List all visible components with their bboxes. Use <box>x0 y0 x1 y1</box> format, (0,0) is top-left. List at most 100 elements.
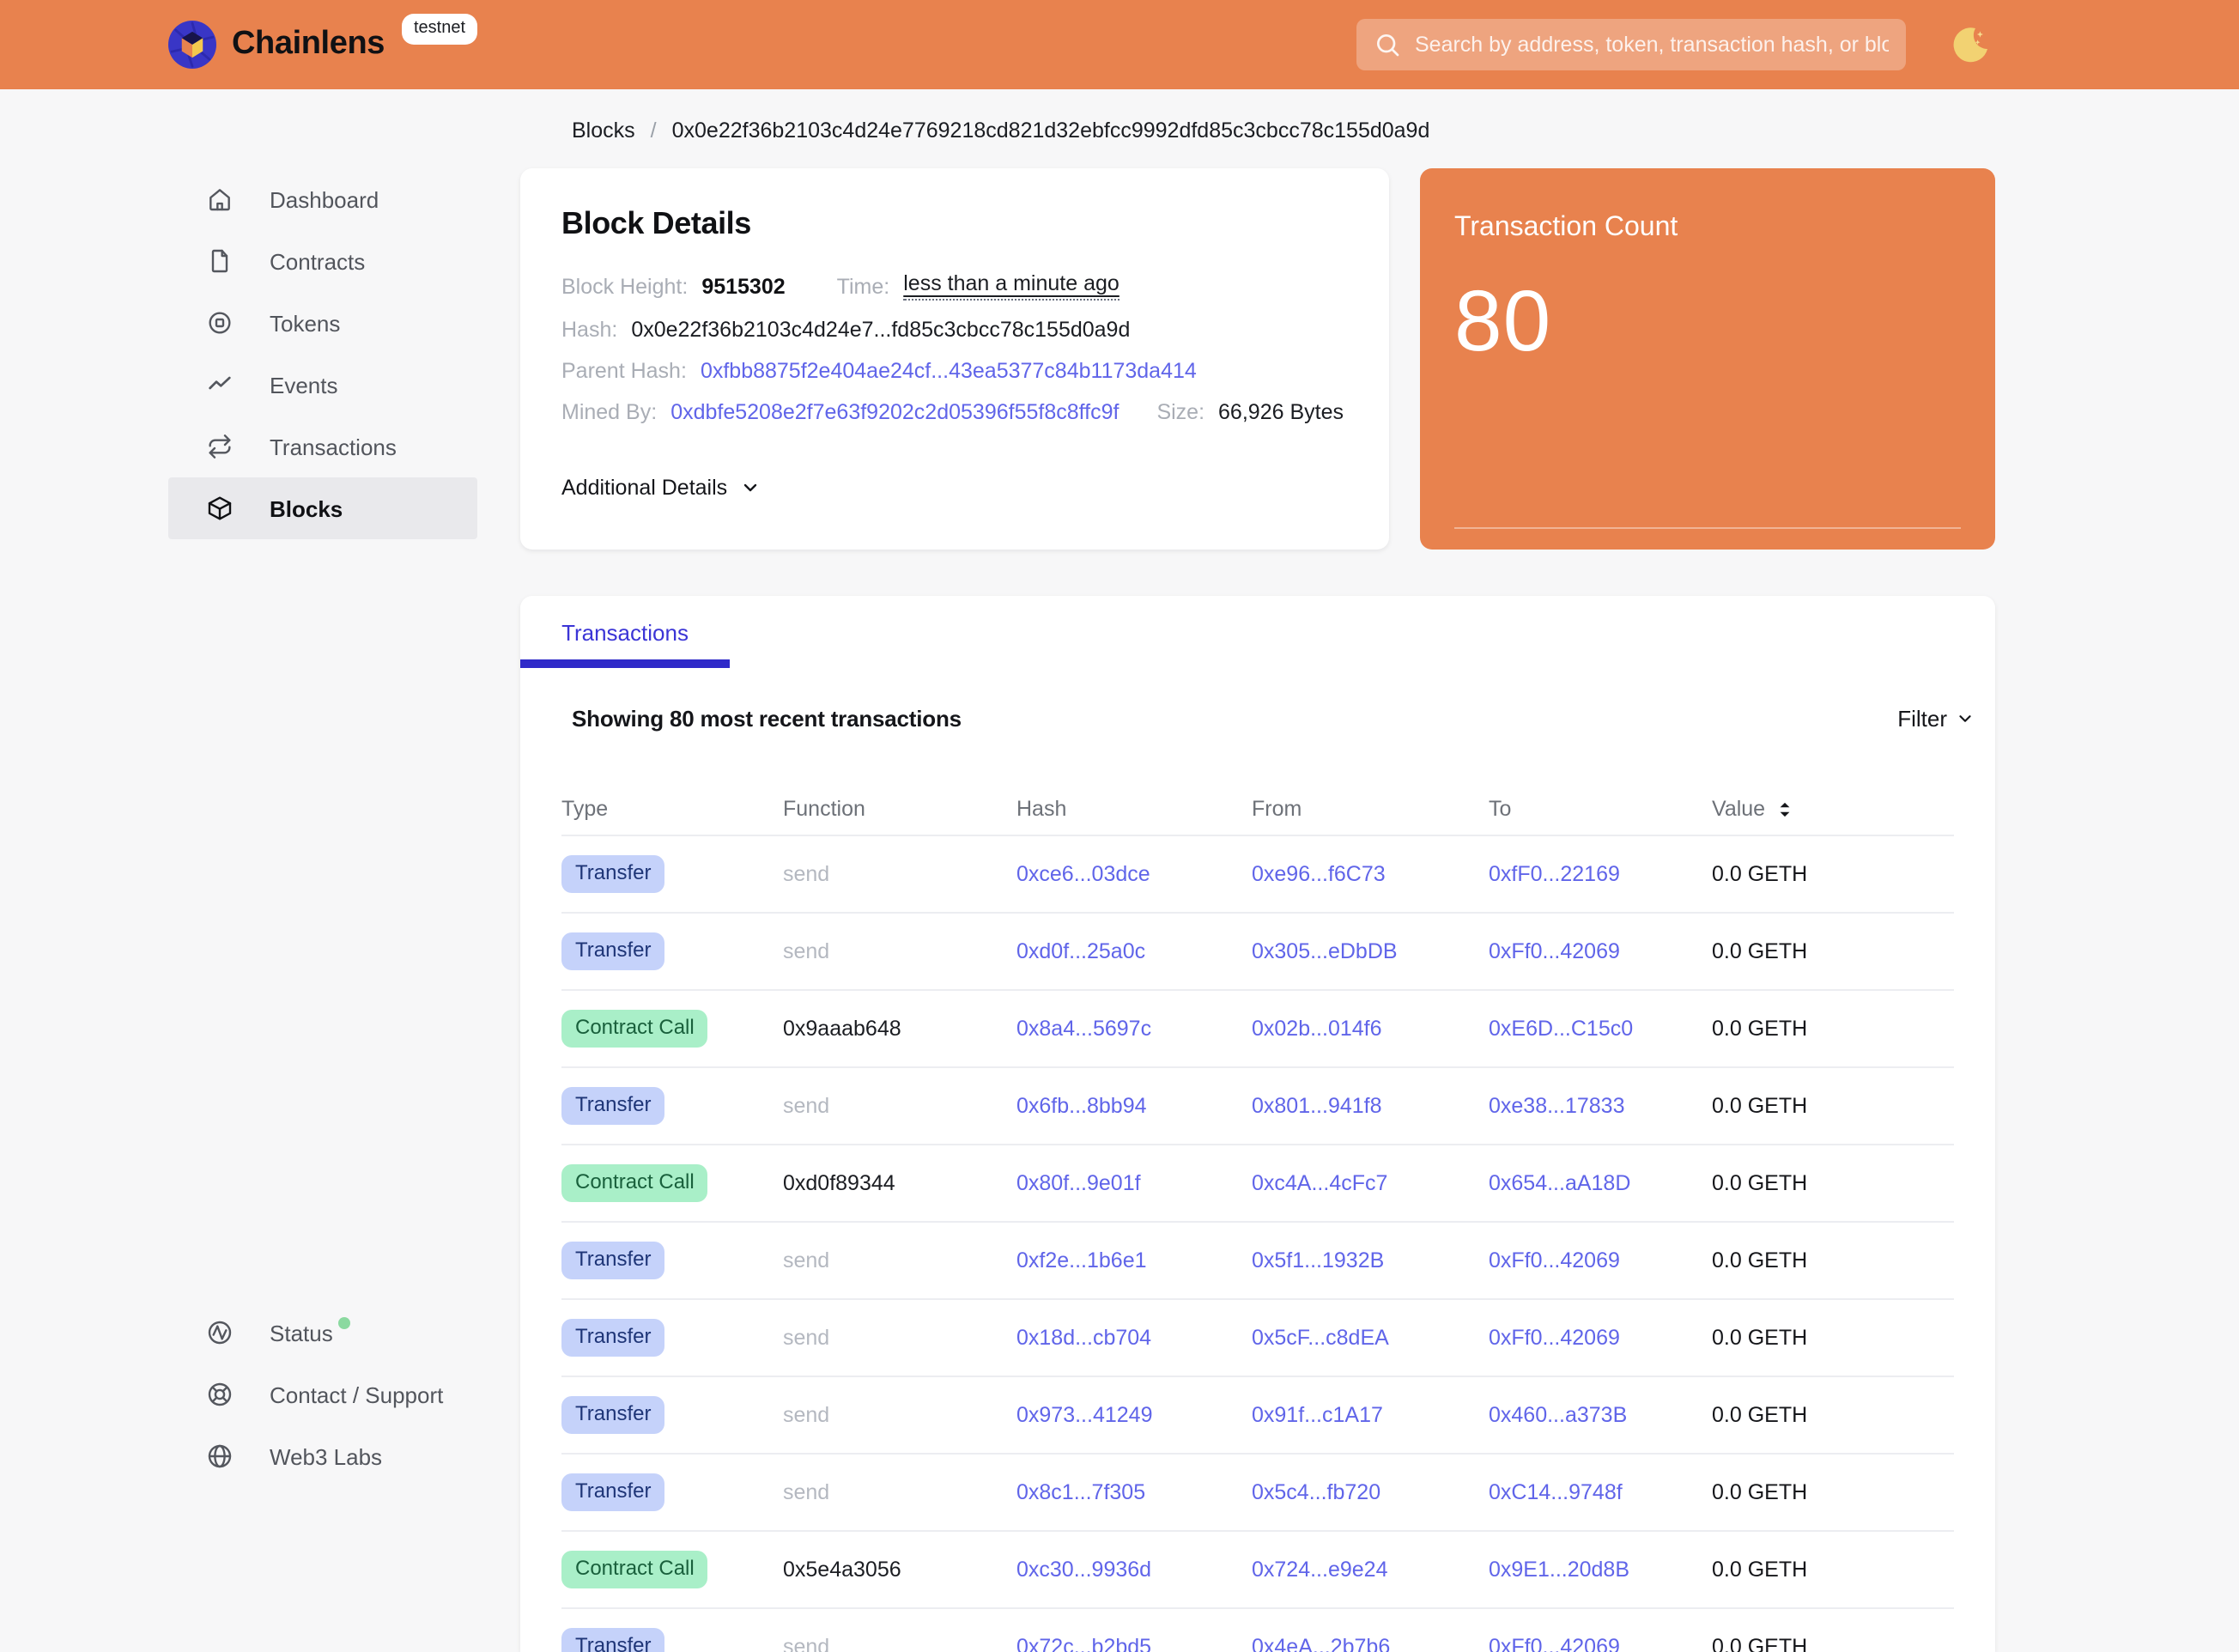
tx-hash-link[interactable]: 0x8c1...7f305 <box>1016 1480 1146 1504</box>
block-height-label: Block Height: <box>561 274 689 298</box>
tx-from-link[interactable]: 0x5c4...fb720 <box>1252 1480 1381 1504</box>
tab-bar: Transactions <box>520 596 1995 668</box>
sidebar-item-label: Blocks <box>270 495 343 521</box>
env-badge: testnet <box>402 14 478 45</box>
sidebar-item-tokens[interactable]: Tokens <box>168 292 477 354</box>
hash-value: 0x0e22f36b2103c4d24e7...fd85c3cbcc78c155… <box>631 318 1131 342</box>
sidebar-item-events[interactable]: Events <box>168 354 477 416</box>
tx-type-badge: Transfer <box>561 1473 665 1511</box>
tx-value: 0.0 GETH <box>1712 1635 1808 1652</box>
tx-to-link[interactable]: 0x460...a373B <box>1489 1403 1628 1427</box>
tx-to-link[interactable]: 0xFf0...42069 <box>1489 1248 1620 1272</box>
tx-from-link[interactable]: 0x724...e9e24 <box>1252 1558 1388 1582</box>
additional-details-toggle[interactable]: Additional Details <box>561 476 1348 500</box>
breadcrumb-current-hash: 0x0e22f36b2103c4d24e7769218cd821d32ebfcc… <box>671 118 1430 143</box>
tx-hash-link[interactable]: 0x18d...cb704 <box>1016 1326 1152 1350</box>
column-header-function: Function <box>783 797 865 821</box>
brand-logo[interactable]: Chainlens <box>168 21 385 69</box>
sidebar-item-blocks[interactable]: Blocks <box>168 477 477 539</box>
tx-type-badge: Transfer <box>561 1396 665 1434</box>
tx-from-link[interactable]: 0xc4A...4cFc7 <box>1252 1171 1388 1195</box>
tx-to-link[interactable]: 0xe38...17833 <box>1489 1094 1625 1118</box>
table-row: Transfer send 0xd0f...25a0c 0x305...eDbD… <box>561 912 1954 989</box>
tx-value: 0.0 GETH <box>1712 1094 1808 1118</box>
chevron-down-icon <box>1959 715 1971 722</box>
active-tab-indicator <box>520 659 730 668</box>
tx-hash-link[interactable]: 0xc30...9936d <box>1016 1558 1152 1582</box>
breadcrumb-blocks-link[interactable]: Blocks <box>572 118 635 143</box>
tx-from-link[interactable]: 0x02b...014f6 <box>1252 1017 1382 1041</box>
transaction-count-value: 80 <box>1454 273 1552 369</box>
tx-from-link[interactable]: 0x5f1...1932B <box>1252 1248 1385 1272</box>
tx-to-link[interactable]: 0xE6D...C15c0 <box>1489 1017 1634 1041</box>
table-row: Contract Call 0x9aaab648 0x8a4...5697c 0… <box>561 989 1954 1066</box>
tx-hash-link[interactable]: 0xf2e...1b6e1 <box>1016 1248 1147 1272</box>
globe-icon <box>206 1442 234 1470</box>
sidebar-item-transactions[interactable]: Transactions <box>168 416 477 477</box>
brand-name: Chainlens <box>232 26 385 62</box>
table-row: Contract Call 0xd0f89344 0x80f...9e01f 0… <box>561 1144 1954 1221</box>
token-icon <box>206 309 234 337</box>
tx-to-link[interactable]: 0xFf0...42069 <box>1489 939 1620 963</box>
home-icon <box>206 185 234 213</box>
tx-to-link[interactable]: 0xFf0...42069 <box>1489 1635 1620 1652</box>
tx-type-badge: Contract Call <box>561 1164 708 1202</box>
sidebar-item-status[interactable]: Status <box>168 1302 477 1364</box>
tx-to-link[interactable]: 0x654...aA18D <box>1489 1171 1631 1195</box>
tx-hash-link[interactable]: 0xd0f...25a0c <box>1016 939 1146 963</box>
tx-function: send <box>783 1326 830 1350</box>
tx-function: 0xd0f89344 <box>783 1171 895 1195</box>
transactions-summary: Showing 80 most recent transactions <box>572 706 962 732</box>
mined-by-label: Mined By: <box>561 400 658 424</box>
tx-function: send <box>783 862 830 886</box>
status-online-dot <box>337 1316 350 1328</box>
breadcrumb: Blocks / 0x0e22f36b2103c4d24e7769218cd82… <box>572 117 1995 144</box>
tab-transactions[interactable]: Transactions <box>561 619 689 645</box>
tx-hash-link[interactable]: 0x973...41249 <box>1016 1403 1153 1427</box>
sidebar-item-label: Dashboard <box>270 186 379 212</box>
tx-from-link[interactable]: 0x5cF...c8dEA <box>1252 1326 1389 1350</box>
column-header-from: From <box>1252 797 1302 821</box>
tx-from-link[interactable]: 0x801...941f8 <box>1252 1094 1382 1118</box>
filter-button[interactable]: Filter <box>1897 706 1975 732</box>
size-label: Size: <box>1156 400 1205 424</box>
tx-hash-link[interactable]: 0x8a4...5697c <box>1016 1017 1152 1041</box>
tx-value: 0.0 GETH <box>1712 1248 1808 1272</box>
sidebar-item-label: Web3 Labs <box>270 1443 383 1469</box>
tx-hash-link[interactable]: 0x80f...9e01f <box>1016 1171 1141 1195</box>
table-row: Transfer send 0xf2e...1b6e1 0x5f1...1932… <box>561 1221 1954 1298</box>
count-card-divider <box>1454 527 1961 529</box>
sidebar-item-dashboard[interactable]: Dashboard <box>168 168 477 230</box>
tx-value: 0.0 GETH <box>1712 1017 1808 1041</box>
tx-to-link[interactable]: 0xFf0...42069 <box>1489 1326 1620 1350</box>
tx-function: send <box>783 1480 830 1504</box>
time-value: less than a minute ago <box>903 271 1120 301</box>
tx-hash-link[interactable]: 0x72c...b2bd5 <box>1016 1635 1152 1652</box>
tx-from-link[interactable]: 0x91f...c1A17 <box>1252 1403 1383 1427</box>
document-icon <box>206 247 234 275</box>
tx-from-link[interactable]: 0x305...eDbDB <box>1252 939 1398 963</box>
tx-to-link[interactable]: 0xfF0...22169 <box>1489 862 1620 886</box>
mined-by-link[interactable]: 0xdbfe5208e2f7e63f9202c2d05396f55f8c8ffc… <box>670 400 1120 424</box>
sidebar-item-contact-support[interactable]: Contact / Support <box>168 1364 477 1425</box>
breadcrumb-separator: / <box>650 118 657 143</box>
size-value: 66,926 Bytes <box>1218 400 1344 424</box>
tx-function: send <box>783 1248 830 1272</box>
tx-hash-link[interactable]: 0x6fb...8bb94 <box>1016 1094 1147 1118</box>
chevron-down-icon <box>743 483 756 492</box>
column-header-value-sort[interactable]: Value <box>1712 797 1954 821</box>
dark-mode-moon-icon[interactable] <box>1951 24 1992 65</box>
search-input[interactable] <box>1356 19 1906 70</box>
time-label: Time: <box>836 274 890 298</box>
table-row: Transfer send 0x72c...b2bd5 0x4eA...2b7b… <box>561 1607 1954 1652</box>
tx-from-link[interactable]: 0x4eA...2b7b6 <box>1252 1635 1391 1652</box>
tx-to-link[interactable]: 0x9E1...20d8B <box>1489 1558 1630 1582</box>
sidebar-item-web3-labs[interactable]: Web3 Labs <box>168 1425 477 1487</box>
parent-hash-link[interactable]: 0xfbb8875f2e404ae24cf...43ea5377c84b1173… <box>700 359 1197 383</box>
tx-function: send <box>783 939 830 963</box>
repeat-arrows-icon <box>206 433 234 460</box>
tx-hash-link[interactable]: 0xce6...03dce <box>1016 862 1150 886</box>
tx-from-link[interactable]: 0xe96...f6C73 <box>1252 862 1386 886</box>
tx-to-link[interactable]: 0xC14...9748f <box>1489 1480 1623 1504</box>
sidebar-item-contracts[interactable]: Contracts <box>168 230 477 292</box>
